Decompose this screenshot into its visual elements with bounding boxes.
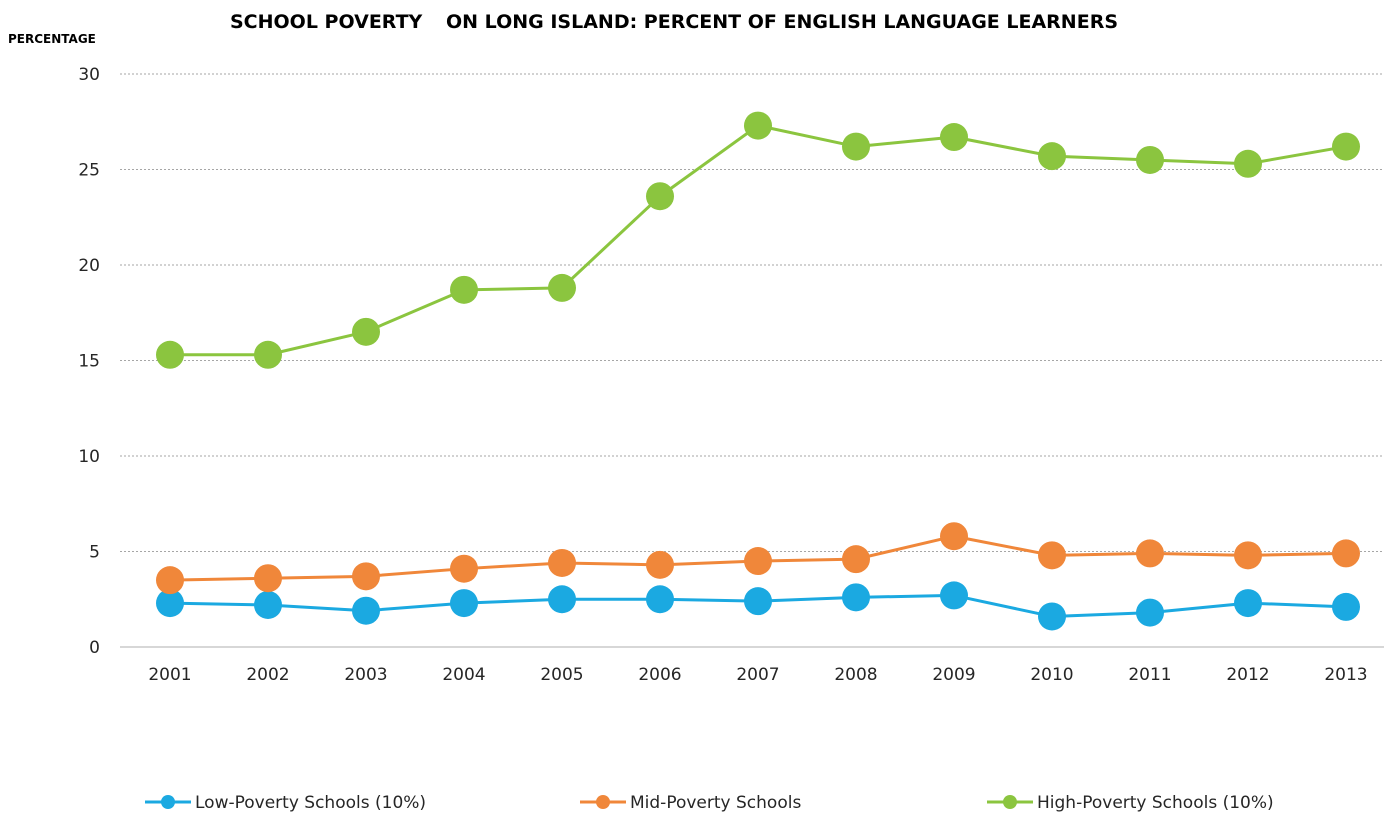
data-point: [940, 123, 968, 152]
data-point: [940, 581, 968, 610]
legend-item-label: Low-Poverty Schools (10%): [195, 793, 426, 813]
data-point: [156, 589, 184, 618]
x-tick-labels: 2001 2002 2003 2004 2005 2006 2007 2008 2009 2010…: [148, 665, 1367, 685]
data-point: [450, 589, 478, 618]
data-point: [842, 583, 870, 612]
legend-item-label: High-Poverty Schools (10%): [1037, 793, 1274, 813]
series-line-2: [170, 124, 1347, 357]
x-tick-label: 2008: [834, 665, 877, 685]
data-point: [1234, 149, 1262, 178]
y-tick-label: 5: [89, 543, 100, 563]
data-point: [646, 550, 674, 579]
y-tick-label: 15: [78, 352, 100, 372]
y-tick-label: 25: [78, 161, 100, 181]
data-point: [352, 562, 380, 591]
legend: Low-Poverty Schools (10%) Mid-Poverty Sch…: [145, 793, 1274, 813]
data-point: [1234, 541, 1262, 570]
y-tick-label: 30: [78, 65, 100, 85]
legend-swatch-marker: [596, 795, 610, 809]
data-point: [1038, 142, 1066, 171]
y-tick-label: 20: [78, 256, 100, 276]
data-point: [352, 596, 380, 625]
data-point: [744, 547, 772, 576]
data-point: [352, 317, 380, 346]
x-tick-label: 2002: [246, 665, 289, 685]
data-point: [1136, 145, 1164, 174]
x-tick-label: 2001: [148, 665, 191, 685]
y-tick-label: 0: [89, 638, 100, 658]
data-point: [1038, 541, 1066, 570]
chart-subtitle: ON LONG ISLAND: PERCENT OF ENGLISH LANGU…: [446, 11, 1118, 33]
x-tick-label: 2009: [932, 665, 975, 685]
data-point: [1332, 539, 1360, 568]
data-point: [1332, 132, 1360, 161]
data-point: [254, 590, 282, 619]
data-point: [156, 566, 184, 595]
data-point: [156, 340, 184, 369]
data-point: [1038, 602, 1066, 631]
x-tick-label: 2013: [1324, 665, 1367, 685]
legend-swatch-marker: [161, 795, 175, 809]
data-point: [842, 132, 870, 161]
series-lines: [169, 124, 1347, 618]
data-point: [940, 522, 968, 551]
x-tick-label: 2006: [638, 665, 681, 685]
data-point: [1234, 589, 1262, 618]
data-point: [1136, 539, 1164, 568]
data-point: [646, 182, 674, 211]
data-point: [744, 587, 772, 616]
data-point: [254, 340, 282, 369]
x-tick-label: 2005: [540, 665, 583, 685]
data-point: [744, 111, 772, 140]
legend-swatch-marker: [1003, 795, 1017, 809]
y-axis-label: PERCENTAGE: [8, 32, 96, 46]
data-point: [548, 548, 576, 577]
x-tick-label: 2004: [442, 665, 485, 685]
data-point: [1332, 592, 1360, 621]
y-tick-labels: 0 5 10 15 20 25 30: [78, 65, 100, 658]
series-points: [156, 111, 1360, 631]
chart-title: SCHOOL POVERTY: [230, 11, 423, 33]
data-point: [1136, 598, 1164, 627]
legend-item-label: Mid-Poverty Schools: [630, 793, 801, 813]
x-tick-label: 2012: [1226, 665, 1269, 685]
data-point: [646, 585, 674, 614]
data-point: [254, 564, 282, 593]
data-point: [450, 275, 478, 304]
data-point: [450, 554, 478, 583]
x-tick-label: 2003: [344, 665, 387, 685]
x-tick-label: 2007: [736, 665, 779, 685]
x-tick-label: 2011: [1128, 665, 1171, 685]
data-point: [842, 545, 870, 574]
y-tick-label: 10: [78, 447, 100, 467]
data-point: [548, 585, 576, 614]
data-point: [548, 273, 576, 302]
x-tick-label: 2010: [1030, 665, 1073, 685]
